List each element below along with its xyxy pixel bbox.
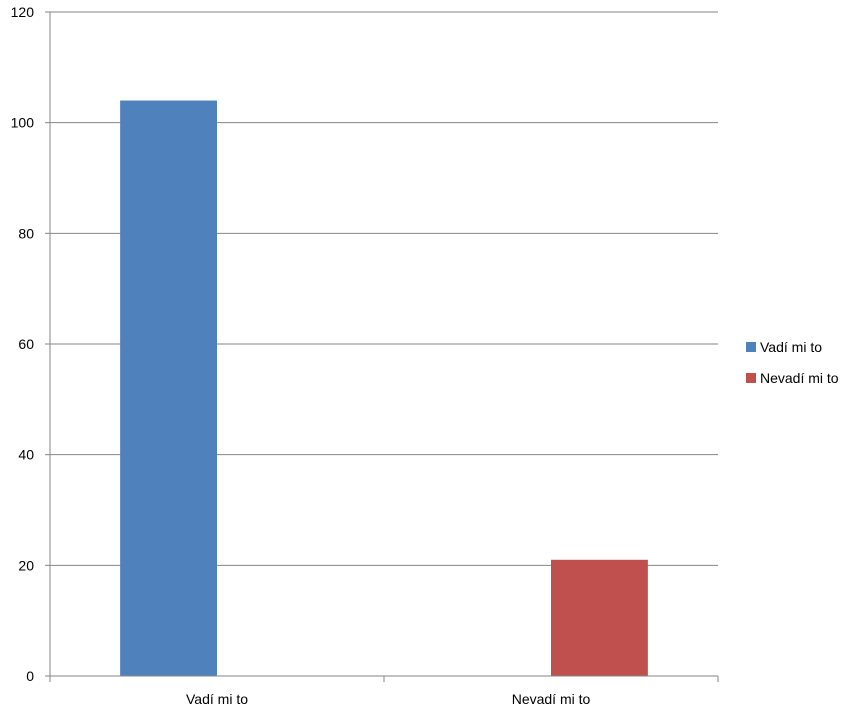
legend-item-vadi: Vadí mi to: [746, 331, 839, 362]
x-tick-label: Nevadí mi to: [512, 691, 591, 707]
legend-swatch-vadi: [746, 341, 756, 352]
y-tick-label: 60: [18, 336, 34, 352]
legend-label-vadi: Vadí mi to: [760, 338, 822, 355]
bar-vadi: [120, 100, 217, 677]
x-tick-labels: Vadí mi to Nevadí mi to: [186, 691, 591, 707]
legend: Vadí mi to Nevadí mi to: [746, 331, 839, 393]
y-tick-label: 80: [18, 225, 34, 241]
y-tick-label: 20: [18, 557, 34, 573]
legend-item-nevadi: Nevadí mi to: [746, 362, 839, 393]
y-tick-labels: 0 20 40 60 80 100 120: [11, 4, 35, 684]
bar-nevadi: [551, 559, 648, 676]
legend-label-nevadi: Nevadí mi to: [760, 369, 839, 386]
bars: [120, 100, 648, 677]
y-tick-label: 0: [26, 668, 34, 684]
y-tick-label: 100: [11, 115, 35, 131]
y-tick-label: 120: [11, 4, 35, 20]
y-tick-label: 40: [18, 447, 34, 463]
x-tick-label: Vadí mi to: [186, 691, 248, 707]
axes: [45, 11, 719, 682]
legend-swatch-nevadi: [746, 372, 756, 383]
